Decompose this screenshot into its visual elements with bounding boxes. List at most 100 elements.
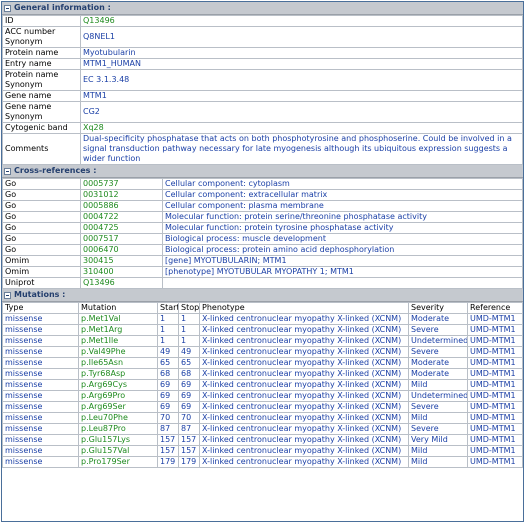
mutation-cell-type: missense	[2, 335, 79, 347]
cross-reference-row: Uniprot Q13496	[2, 277, 523, 289]
xref-database: Omim	[2, 266, 81, 278]
mutation-cell-mutation[interactable]: p.Val49Phe	[78, 346, 158, 358]
mutation-cell-phenotype: X-linked centronuclear myopathy X-linked…	[199, 346, 409, 358]
collapse-icon[interactable]	[4, 167, 11, 175]
mutation-cell-type: missense	[2, 401, 79, 413]
field-value-link[interactable]: Q13496	[83, 16, 115, 26]
collapse-icon[interactable]	[4, 4, 11, 12]
field-label: ACC number Synonym	[2, 26, 81, 48]
mutation-cell-mutation[interactable]: p.Tyr68Asp	[78, 368, 158, 380]
xref-id-link[interactable]: 300415	[83, 256, 114, 266]
cross-references-header[interactable]: Cross-references :	[2, 165, 523, 178]
mutation-cell-phenotype: X-linked centronuclear myopathy X-linked…	[199, 357, 409, 369]
mutation-cell-reference: UMD-MTM1	[467, 335, 523, 347]
mutation-row: missense p.Met1Val 1 1 X-linked centronuclea…	[2, 313, 523, 325]
mutation-cell-start: 69	[157, 401, 179, 413]
mutation-row: missense p.Glu157Val 157 157 X-linked centro…	[2, 445, 523, 457]
xref-description: [gene] MYOTUBULARIN; MTM1	[162, 255, 523, 267]
field-value-link[interactable]: MTM1_HUMAN	[83, 59, 142, 69]
xref-id: 310400	[80, 266, 163, 278]
xref-id: 0004725	[80, 222, 163, 234]
mutation-cell-start: 157	[157, 434, 179, 446]
xref-id-link[interactable]: 0004722	[83, 212, 119, 222]
general-info-row: Entry name MTM1_HUMAN	[2, 58, 523, 70]
mutation-cell-stop: 70	[178, 412, 200, 424]
mutation-cell-start: 65	[157, 357, 179, 369]
mutation-cell-stop: 49	[178, 346, 200, 358]
mutation-cell-start: 179	[157, 456, 179, 468]
mutation-cell-stop: 69	[178, 390, 200, 402]
mutation-row: missense p.Arg69Ser 69 69 X-linked centronuc…	[2, 401, 523, 413]
field-label: Gene name Synonym	[2, 101, 81, 123]
mutation-row: missense p.Met1Ile 1 1 X-linked centronuclea…	[2, 335, 523, 347]
mutation-cell-type: missense	[2, 412, 79, 424]
xref-description: [phenotype] MYOTUBULAR MYOPATHY 1; MTM1	[162, 266, 523, 278]
mutation-cell-reference: UMD-MTM1	[467, 390, 523, 402]
mutation-cell-reference: UMD-MTM1	[467, 346, 523, 358]
xref-description: Molecular function: protein serine/threo…	[162, 211, 523, 223]
mutation-cell-start: 68	[157, 368, 179, 380]
mutation-cell-mutation[interactable]: p.Pro179Ser	[78, 456, 158, 468]
cross-reference-row: Omim 300415 [gene] MYOTUBULARIN; MTM1	[2, 255, 523, 267]
mutation-cell-mutation[interactable]: p.Leu87Pro	[78, 423, 158, 435]
mutation-cell-stop: 69	[178, 379, 200, 391]
xref-id-link[interactable]: 0006470	[83, 245, 119, 255]
xref-description	[162, 277, 523, 289]
xref-id-link[interactable]: Q13496	[83, 278, 115, 288]
field-value-link[interactable]: Myotubularin	[83, 48, 136, 58]
mutation-cell-start: 49	[157, 346, 179, 358]
field-value-link: Dual-specificity phosphatase that acts o…	[83, 134, 512, 164]
mutation-cell-severity: Moderate	[408, 313, 468, 325]
general-info-row: Gene name MTM1	[2, 90, 523, 102]
mutation-cell-mutation[interactable]: p.Arg69Cys	[78, 379, 158, 391]
general-info-header[interactable]: General information :	[2, 2, 523, 15]
mutation-cell-phenotype: X-linked centronuclear myopathy X-linked…	[199, 401, 409, 413]
field-value-link[interactable]: Xq28	[83, 123, 104, 133]
mutation-cell-mutation[interactable]: p.Glu157Lys	[78, 434, 158, 446]
mutation-cell-phenotype: X-linked centronuclear myopathy X-linked…	[199, 434, 409, 446]
xref-id-link[interactable]: 0005886	[83, 201, 119, 211]
mutation-cell-type: missense	[2, 324, 79, 336]
xref-id-link[interactable]: 0005737	[83, 179, 119, 189]
mutation-cell-phenotype: X-linked centronuclear myopathy X-linked…	[199, 335, 409, 347]
mutation-cell-type: missense	[2, 390, 79, 402]
xref-id-link[interactable]: 0007517	[83, 234, 119, 244]
cross-reference-row: Go 0007517 Biological process: muscle deve…	[2, 233, 523, 245]
field-value-link[interactable]: Q8NEL1	[83, 32, 115, 41]
xref-id: 0007517	[80, 233, 163, 245]
mutation-cell-mutation[interactable]: p.Arg69Pro	[78, 390, 158, 402]
xref-id-link[interactable]: 310400	[83, 267, 114, 277]
mutation-row: missense p.Leu70Phe 70 70 X-linked centronuc…	[2, 412, 523, 424]
mutation-cell-phenotype: X-linked centronuclear myopathy X-linked…	[199, 390, 409, 402]
mutation-cell-severity: Mild	[408, 456, 468, 468]
xref-description: Biological process: muscle development	[162, 233, 523, 245]
mutation-cell-mutation[interactable]: p.Met1Val	[78, 313, 158, 325]
mutation-cell-mutation[interactable]: p.Arg69Ser	[78, 401, 158, 413]
xref-id-link[interactable]: 0004725	[83, 223, 119, 233]
field-label: Protein name	[2, 47, 81, 59]
mutation-cell-reference: UMD-MTM1	[467, 368, 523, 380]
mutations-header[interactable]: Mutations :	[2, 289, 523, 302]
collapse-icon[interactable]	[4, 291, 11, 299]
xref-database: Omim	[2, 255, 81, 267]
mutation-cell-mutation[interactable]: p.Met1Ile	[78, 335, 158, 347]
field-value-link[interactable]: CG2	[83, 107, 100, 116]
general-info-row: Protein name Myotubularin	[2, 47, 523, 59]
field-value-link[interactable]: EC 3.1.3.48	[83, 75, 130, 84]
mutation-cell-phenotype: X-linked centronuclear myopathy X-linked…	[199, 368, 409, 380]
column-header-stop: Stop	[178, 302, 200, 314]
mutation-row: missense p.Leu87Pro 87 87 X-linked centronuc…	[2, 423, 523, 435]
field-value: Xq28	[80, 122, 523, 134]
mutation-cell-mutation[interactable]: p.Leu70Phe	[78, 412, 158, 424]
mutation-cell-mutation[interactable]: p.Ile65Asn	[78, 357, 158, 369]
field-value: MTM1	[80, 90, 523, 102]
field-value-link[interactable]: MTM1	[83, 91, 107, 101]
mutation-cell-mutation[interactable]: p.Glu157Val	[78, 445, 158, 457]
mutation-cell-mutation[interactable]: p.Met1Arg	[78, 324, 158, 336]
xref-id-link[interactable]: 0031012	[83, 190, 119, 200]
mutation-cell-reference: UMD-MTM1	[467, 423, 523, 435]
general-info-row: ID Q13496	[2, 15, 523, 27]
mutation-cell-phenotype: X-linked centronuclear myopathy X-linked…	[199, 445, 409, 457]
mutation-cell-stop: 1	[178, 313, 200, 325]
general-info-table: ID Q13496 ACC number Synonym Q8NEL1 Protein …	[2, 15, 523, 165]
